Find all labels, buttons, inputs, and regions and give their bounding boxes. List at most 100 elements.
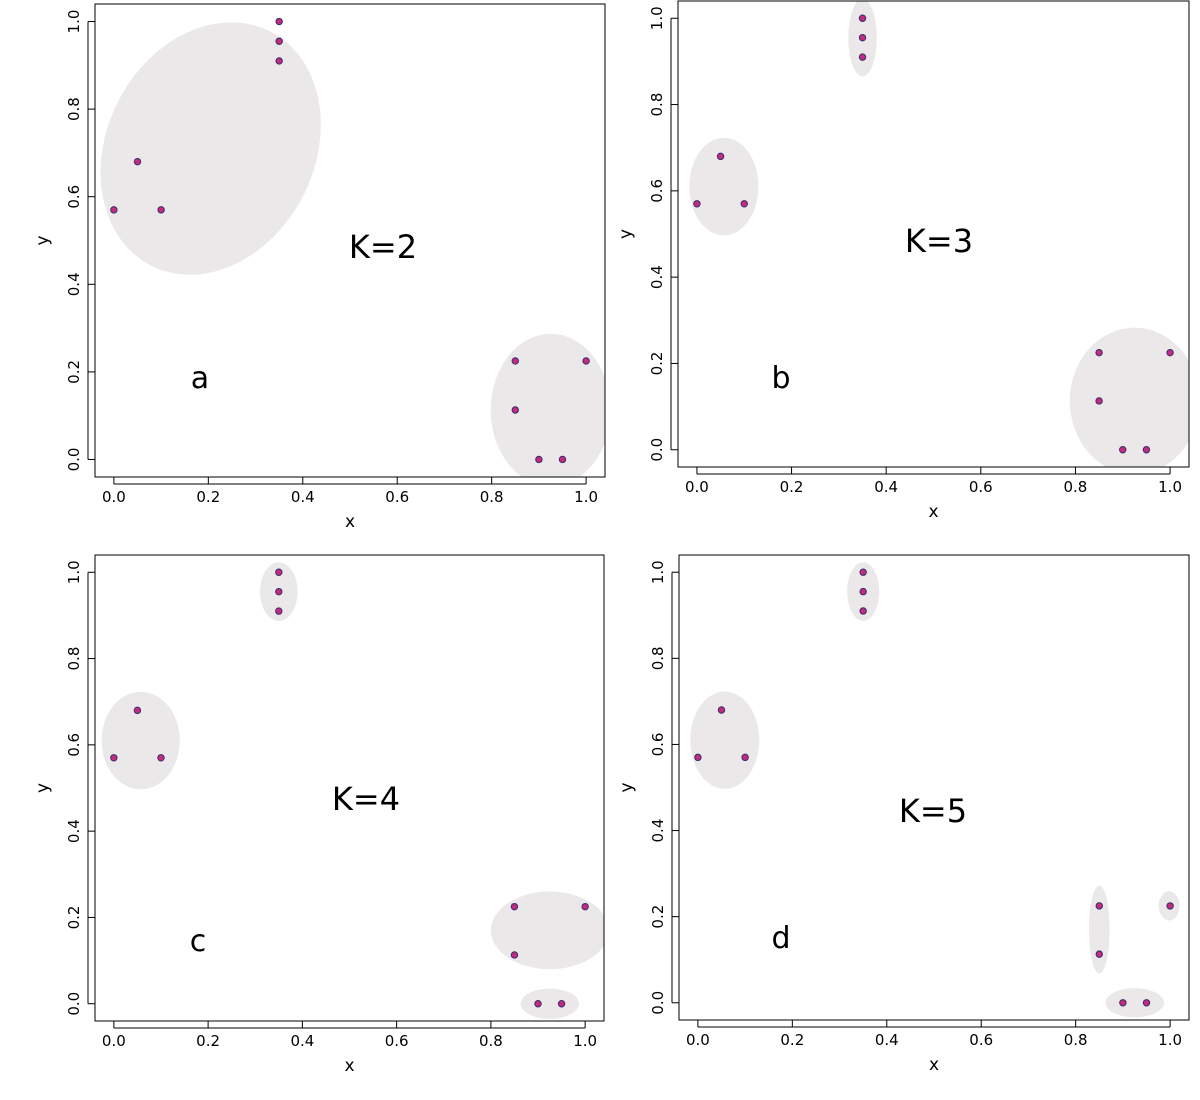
data-point	[110, 206, 118, 214]
data-point	[157, 206, 165, 214]
plot-area	[690, 562, 1180, 1018]
data-point	[694, 753, 702, 762]
panel-letter: c	[190, 924, 207, 959]
data-point	[693, 200, 701, 208]
data-point	[535, 455, 543, 464]
scatter-panel-d: 0.0 0.2 0.4 0.6 0.8 1.0 0.0 0.2 0.4 0.6 0.8 1.0 x y K=…	[617, 554, 1190, 1075]
data-point	[1166, 348, 1174, 357]
data-point	[511, 406, 519, 414]
x-tick-label: 0.0	[102, 488, 126, 506]
y-axis-label: y	[616, 229, 636, 239]
y-tick-label: 0.2	[648, 352, 666, 376]
data-point	[275, 57, 283, 65]
data-point	[534, 1000, 542, 1008]
x-tick-label: 0.2	[196, 1032, 220, 1050]
y-tick-label: 0.4	[65, 272, 83, 296]
y-tick-label: 0.4	[649, 819, 667, 843]
y-tick-label: 1.0	[649, 560, 667, 584]
x-axis-label: x	[929, 1055, 939, 1075]
cluster-ellipse	[1105, 988, 1164, 1018]
data-point	[581, 902, 589, 911]
scatter-panel-c: 0.0 0.2 0.4 0.6 0.8 1.0 0.0 0.2 0.4 0.6 0.8 1.0 x y K=…	[33, 554, 605, 1076]
y-tick-label: 0.6	[65, 733, 83, 757]
data-point	[858, 53, 867, 61]
x-tick-label: 1.0	[574, 488, 598, 506]
cluster-ellipse	[690, 691, 760, 789]
data-point	[1095, 397, 1103, 405]
data-point	[510, 951, 519, 959]
x-tick-label: 0.6	[969, 1031, 993, 1049]
y-tick-label: 0.0	[65, 448, 83, 472]
data-point	[1119, 999, 1127, 1007]
data-point	[859, 607, 867, 615]
data-point	[511, 357, 519, 365]
cluster-ellipse	[100, 22, 321, 275]
data-point	[275, 37, 283, 45]
y-tick-label: 0.4	[65, 819, 83, 843]
plot-area	[689, 1, 1189, 467]
plot-frame	[678, 554, 1190, 1021]
k-annotation: K=2	[349, 228, 417, 266]
data-point	[275, 607, 283, 615]
cluster-ellipse	[1069, 327, 1189, 467]
data-point	[717, 706, 726, 714]
x-tick-label: 0.8	[1064, 478, 1088, 496]
k-annotation: K=4	[332, 780, 400, 818]
x-tick-label: 0.4	[291, 488, 315, 506]
data-point	[275, 568, 283, 576]
data-point	[741, 753, 749, 762]
y-tick-label: 0.8	[65, 647, 83, 671]
k-annotation: K=5	[899, 792, 967, 830]
data-point	[110, 754, 118, 762]
data-point	[1142, 446, 1151, 454]
k-annotation: K=3	[905, 222, 973, 260]
panel-letter: b	[771, 361, 790, 396]
data-point	[1166, 902, 1174, 910]
plot-frame	[677, 0, 1190, 468]
x-tick-label: 0.2	[780, 478, 804, 496]
data-point	[1095, 950, 1103, 958]
y-tick-label: 0.6	[649, 733, 667, 757]
x-tick-label: 0.4	[875, 1031, 899, 1049]
data-point	[1095, 902, 1103, 910]
data-point	[558, 455, 567, 464]
x-tick-label: 0.6	[385, 488, 409, 506]
plot-frame	[94, 3, 606, 478]
cluster-ellipse	[689, 137, 759, 236]
x-tick-label: 0.0	[102, 1032, 126, 1050]
x-tick-label: 0.8	[479, 1032, 503, 1050]
scatter-panel-b: 0.0 0.2 0.4 0.6 0.8 1.0 0.0 0.2 0.4 0.6 0.8 1.0 x y K=…	[616, 0, 1190, 522]
y-axis-label: y	[33, 235, 53, 245]
x-tick-label: 0.4	[290, 1032, 314, 1050]
x-tick-label: 0.2	[780, 1031, 804, 1049]
x-tick-label: 1.0	[1158, 478, 1182, 496]
cluster-ellipse	[520, 988, 580, 1019]
y-axis-label: y	[617, 782, 637, 792]
x-tick-label: 1.0	[1158, 1031, 1182, 1049]
plot-frame	[94, 554, 605, 1022]
x-axis-label: x	[345, 512, 355, 532]
y-tick-label: 0.2	[65, 360, 83, 384]
y-tick-label: 1.0	[65, 10, 83, 34]
y-tick-label: 0.8	[648, 93, 666, 117]
panel-letter: d	[771, 921, 790, 956]
cluster-ellipse	[101, 691, 180, 790]
data-point	[716, 152, 725, 161]
y-tick-label: 0.6	[65, 185, 83, 209]
y-tick-label: 0.8	[65, 97, 83, 121]
y-axis-label: y	[33, 783, 53, 793]
data-point	[1119, 446, 1127, 454]
data-point	[275, 17, 283, 26]
scatter-panel-a: 0.0 0.2 0.4 0.6 0.8 1.0 0.0 0.2 0.4 0.6 0.8 1.0 x y K=…	[33, 3, 606, 532]
x-tick-label: 1.0	[573, 1032, 597, 1050]
y-tick-label: 0.0	[65, 992, 83, 1016]
plot-area	[100, 17, 605, 477]
y-tick-label: 0.4	[648, 265, 666, 289]
data-point	[275, 587, 283, 596]
data-point	[557, 1000, 566, 1008]
data-point	[859, 587, 867, 596]
data-point	[157, 754, 165, 762]
x-tick-label: 0.6	[385, 1032, 409, 1050]
data-point	[510, 902, 519, 911]
